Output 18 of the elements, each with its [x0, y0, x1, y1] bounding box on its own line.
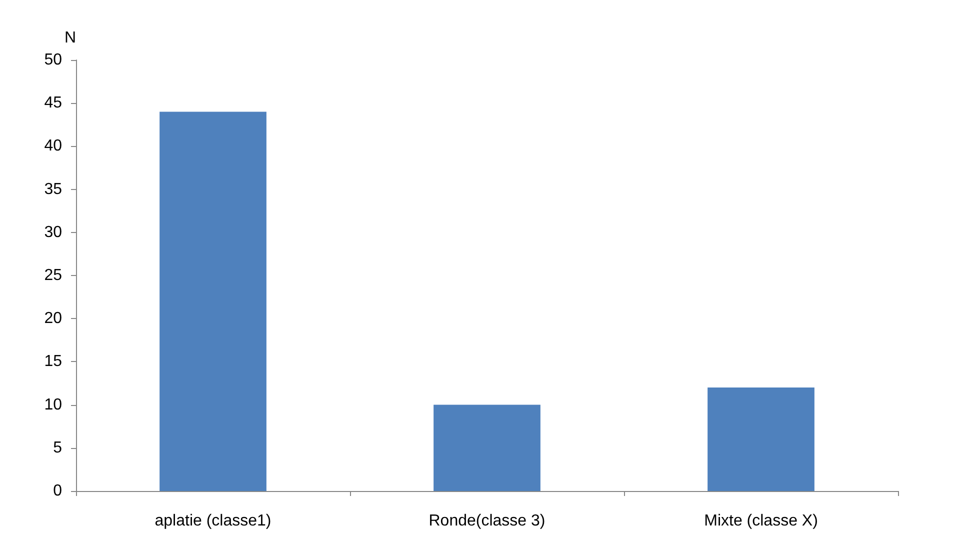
bar [708, 388, 814, 491]
y-tick-label: 45 [44, 94, 62, 112]
y-tick-label: 0 [53, 482, 62, 500]
x-tick-label: Ronde(classe 3) [428, 512, 546, 530]
x-tick-label: aplatie (classe1) [154, 512, 272, 530]
y-tick-label: 40 [44, 138, 62, 155]
bar [434, 404, 540, 491]
y-tick-label: 15 [44, 353, 62, 370]
y-tick-label: 30 [44, 224, 62, 241]
y-axis-title: N [64, 30, 76, 46]
y-tick-label: 5 [53, 439, 62, 456]
y-tick-label: 20 [44, 310, 62, 328]
y-tick-label: 25 [44, 267, 62, 284]
y-tick-label: 10 [44, 396, 62, 414]
y-tick-label: 50 [44, 52, 62, 68]
bar [160, 112, 266, 491]
x-tick-label: Mixte (classe X) [704, 512, 818, 530]
y-tick-label: 35 [44, 180, 62, 198]
